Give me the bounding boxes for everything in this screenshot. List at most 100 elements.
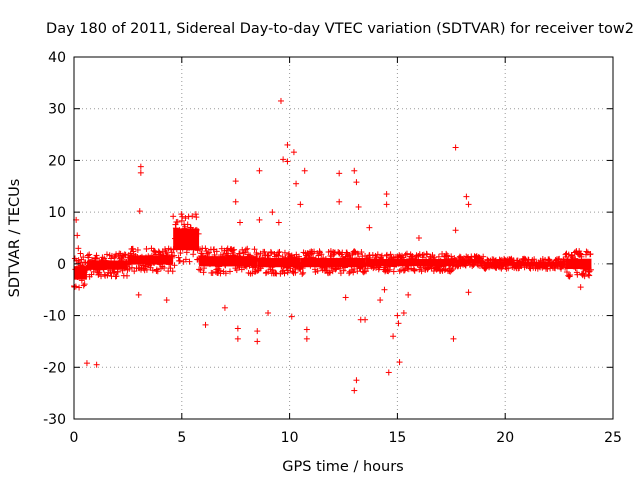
band-marker <box>563 269 570 276</box>
band-marker <box>169 268 176 275</box>
data-point <box>405 291 412 298</box>
data-point <box>465 289 472 296</box>
data-point <box>415 235 422 241</box>
data-point <box>353 377 360 384</box>
band-marker <box>242 246 249 253</box>
data-point <box>383 201 390 208</box>
band-marker <box>300 269 307 276</box>
band-marker <box>447 268 454 275</box>
band-core <box>127 255 174 265</box>
data-point <box>137 169 144 176</box>
data-point <box>256 167 263 174</box>
band-marker <box>251 246 258 253</box>
data-point <box>385 369 392 376</box>
band-marker <box>581 273 588 280</box>
axis-ticks: 0 5 10 15 20 25 -30 -20 -10 0 10 20 30 40 <box>43 50 622 446</box>
band-marker <box>167 246 174 253</box>
data-point <box>390 333 397 340</box>
band-marker <box>261 248 268 255</box>
band-marker <box>154 268 161 275</box>
band-marker <box>121 251 128 258</box>
band-marker <box>311 248 318 255</box>
data-point <box>77 250 84 257</box>
band-marker <box>403 250 410 257</box>
band-marker <box>182 215 189 222</box>
band-marker <box>450 266 457 273</box>
band-marker <box>86 251 93 258</box>
band-marker <box>586 268 593 275</box>
band-marker <box>178 211 185 218</box>
band-marker <box>161 264 168 271</box>
band-marker <box>182 256 189 263</box>
band-marker <box>441 267 448 274</box>
data-point <box>395 320 402 327</box>
data-point <box>452 144 459 151</box>
data-point <box>353 179 360 186</box>
band-marker <box>346 270 353 277</box>
plot-frame <box>73 56 614 420</box>
data-point <box>256 216 263 223</box>
band-marker <box>241 249 248 256</box>
data-point <box>301 167 308 174</box>
band-marker <box>224 245 231 252</box>
data-point <box>254 338 261 345</box>
grid-lines <box>74 57 613 419</box>
band-marker <box>318 251 325 258</box>
data-point <box>136 208 143 215</box>
band-marker <box>113 273 120 280</box>
band-marker <box>364 265 371 272</box>
band-marker <box>111 254 118 261</box>
data-point <box>237 219 244 226</box>
band-marker <box>231 246 238 253</box>
data-point <box>342 294 349 301</box>
band-marker <box>374 251 381 258</box>
data-point <box>303 335 310 342</box>
band-core <box>173 228 200 251</box>
data-point <box>265 309 272 316</box>
band-marker <box>123 272 130 279</box>
data-point <box>232 178 239 185</box>
band-marker <box>217 270 224 277</box>
data-point <box>351 167 358 174</box>
data-point <box>452 227 459 234</box>
chart-title: Day 180 of 2011, Sidereal Day-to-day VTE… <box>46 21 634 37</box>
data-point <box>221 304 228 311</box>
band-marker <box>80 282 87 289</box>
band-marker <box>411 267 418 274</box>
band-core <box>483 261 566 266</box>
band-marker <box>383 251 390 258</box>
band-marker <box>369 252 376 259</box>
band-marker <box>281 270 288 277</box>
x-tick-label: 5 <box>177 430 186 446</box>
band-marker <box>236 250 243 257</box>
data-point <box>463 193 470 200</box>
band-marker <box>81 281 88 288</box>
y-tick-label: -30 <box>43 412 66 428</box>
band-marker <box>143 266 150 273</box>
band-marker <box>385 268 392 275</box>
band-marker <box>358 249 365 256</box>
y-tick-label: -10 <box>43 309 66 325</box>
band-marker <box>143 245 150 252</box>
data-point <box>396 359 403 366</box>
data-point <box>232 198 239 205</box>
y-tick-label: 30 <box>48 102 66 118</box>
data-point <box>75 245 82 252</box>
band-core <box>365 258 454 267</box>
data-point <box>280 156 287 163</box>
band-marker <box>206 249 213 256</box>
band-marker <box>249 270 256 277</box>
data-point <box>254 328 261 335</box>
x-tick-label: 10 <box>281 430 299 446</box>
data-point <box>234 335 241 342</box>
data-point <box>450 335 457 342</box>
data-point <box>362 316 369 323</box>
band-marker <box>202 245 209 252</box>
band-marker <box>292 269 299 276</box>
band-core <box>565 258 592 270</box>
band-marker <box>174 218 181 225</box>
band-marker <box>170 213 177 220</box>
band-marker <box>480 253 487 260</box>
band-marker <box>85 254 92 261</box>
data-point <box>163 297 170 304</box>
